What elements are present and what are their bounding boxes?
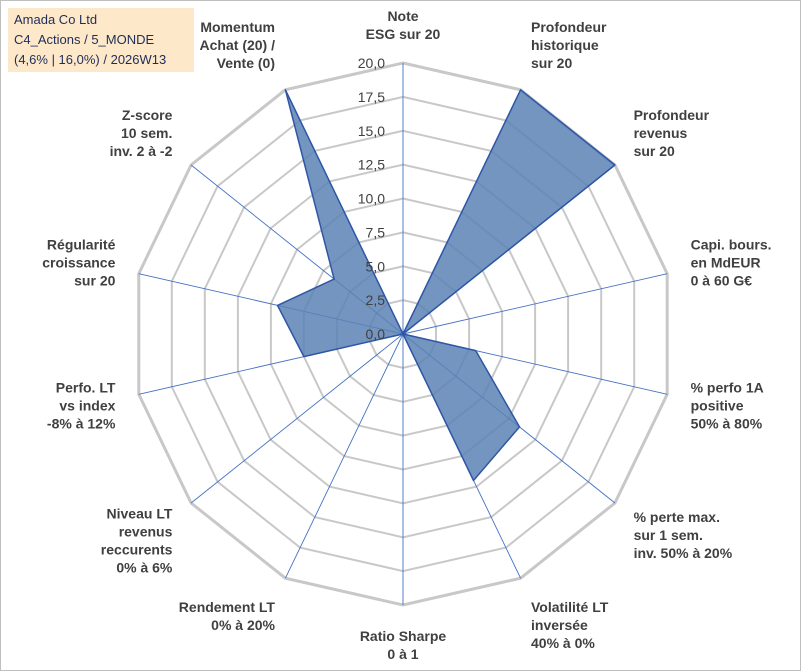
category-label-line: 0% à 20% — [211, 617, 275, 633]
category-label-line: Perfo. LT — [56, 380, 116, 396]
category-label: Perfo. LT vs index -8% à 12% — [47, 380, 116, 432]
axis-spoke — [190, 333, 404, 504]
axis-spoke — [402, 273, 668, 335]
category-label-line: Capi. bours. — [691, 236, 772, 252]
category-label-line: Niveau LT — [107, 505, 173, 521]
category-label: Rendement LT 0% à 20% — [179, 599, 276, 633]
category-label-line: vs index — [59, 398, 115, 414]
radial-tick-label: 17,5 — [358, 89, 385, 105]
category-label-line: 10 sem. — [121, 125, 172, 141]
category-label-line: revenus — [634, 125, 688, 141]
category-label-line: 50% à 80% — [691, 416, 763, 432]
category-label: Volatilité LT inversée 40% à 0% — [531, 599, 609, 651]
category-label-line: Z-score — [122, 107, 173, 123]
radial-tick-label: 2,5 — [366, 292, 386, 308]
radial-tick-label: 7,5 — [366, 224, 386, 240]
category-labels: Note ESG sur 20 Profondeur historique sur 20… — [42, 8, 771, 662]
category-label-line: revenus — [119, 523, 173, 539]
radial-tick-labels: 0,0 2,5 5,0 7,5 10,0 12,5 15,0 17,5 20,0 — [358, 55, 385, 342]
radial-tick-label: 5,0 — [366, 258, 386, 274]
category-label: Régularité croissance sur 20 — [42, 236, 115, 288]
radial-tick-label: 10,0 — [358, 191, 385, 207]
category-label-line: inversée — [531, 617, 588, 633]
category-label: Ratio Sharpe 0 à 1 — [360, 628, 447, 662]
category-label-line: 0% à 6% — [116, 559, 173, 575]
weights-week: (4,6% | 16,0%) / 2026W13 — [14, 52, 167, 67]
axis-spoke — [284, 333, 404, 579]
category-label-line: 0 à 60 G€ — [691, 272, 753, 288]
category-label-line: Ratio Sharpe — [360, 628, 447, 644]
category-label: Niveau LT revenus reccurents 0% à 6% — [101, 505, 173, 575]
category-label-line: Achat (20) / — [200, 37, 276, 53]
portfolio-path: C4_Actions / 5_MONDE — [14, 32, 155, 47]
category-label-line: reccurents — [101, 541, 173, 557]
category-label: % perfo 1A positive 50% à 80% — [691, 380, 764, 432]
category-label-line: 40% à 0% — [531, 635, 595, 651]
category-label-line: -8% à 12% — [47, 416, 116, 432]
category-label: % perte max. sur 1 sem. inv. 50% à 20% — [634, 509, 733, 561]
radial-tick-label: 12,5 — [358, 157, 385, 173]
category-label-line: inv. 2 à -2 — [110, 143, 173, 159]
category-label-line: inv. 50% à 20% — [634, 545, 733, 561]
category-label-line: en MdEUR — [691, 254, 761, 270]
radial-tick-label: 0,0 — [366, 326, 386, 342]
category-label-line: Vente (0) — [217, 55, 275, 71]
category-label: Momentum Achat (20) / Vente (0) — [200, 19, 276, 71]
category-label-line: % perte max. — [634, 509, 720, 525]
chart-header: Amada Co Ltd C4_Actions / 5_MONDE (4,6% … — [8, 8, 194, 72]
series-layer — [276, 89, 616, 482]
radial-tick-label: 20,0 — [358, 55, 385, 71]
category-label: Note ESG sur 20 — [366, 8, 441, 42]
category-label: Z-score 10 sem. inv. 2 à -2 — [110, 107, 173, 159]
category-label-line: % perfo 1A — [691, 380, 764, 396]
category-label-line: croissance — [42, 254, 115, 270]
category-label-line: Volatilité LT — [531, 599, 609, 615]
category-label-line: Régularité — [47, 236, 116, 252]
category-label-line: Momentum — [200, 19, 275, 35]
category-label-line: sur 20 — [74, 272, 115, 288]
category-label-line: positive — [691, 398, 744, 414]
category-label-line: Profondeur — [634, 107, 710, 123]
category-label-line: sur 1 sem. — [634, 527, 703, 543]
category-label: Capi. bours. en MdEUR 0 à 60 G€ — [691, 236, 772, 288]
category-label-line: historique — [531, 37, 599, 53]
category-label: Profondeur revenus sur 20 — [634, 107, 710, 159]
category-label-line: Profondeur — [531, 19, 607, 35]
category-label-line: Rendement LT — [179, 599, 276, 615]
radial-tick-label: 15,0 — [358, 123, 385, 139]
category-label-line: sur 20 — [634, 143, 675, 159]
category-label-line: sur 20 — [531, 55, 572, 71]
company-name: Amada Co Ltd — [14, 12, 98, 27]
category-label-line: ESG sur 20 — [366, 26, 441, 42]
category-label-line: 0 à 1 — [387, 646, 418, 662]
category-label-line: Note — [387, 8, 418, 24]
category-label: Profondeur historique sur 20 — [531, 19, 607, 71]
